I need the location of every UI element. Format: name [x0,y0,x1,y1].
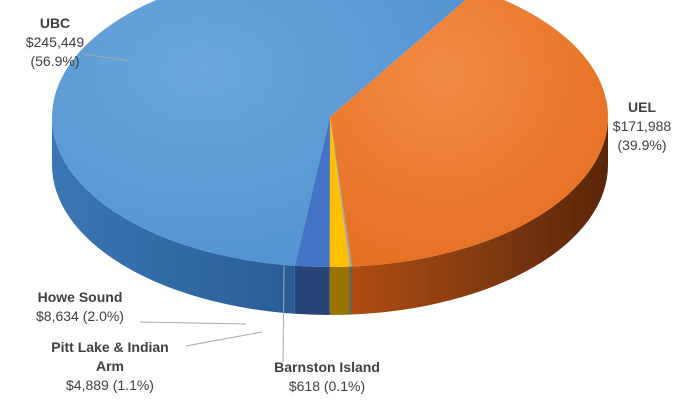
leader-ubc [83,53,131,62]
pie-slice-ubc [52,0,466,266]
pie-slice-uel [330,0,608,267]
pie-side-howe-sound [294,265,330,315]
slice-name-howe-sound: Howe Sound [37,289,123,305]
pie-side-barnston-island [349,266,352,315]
slice-value-ubc: $245,449 [25,34,85,50]
pie-side-uel [351,117,608,315]
leader-barnston [282,265,285,363]
slice-pct-uel: (39.9%) [617,137,667,153]
pie-slice-howe-sound [294,117,330,267]
slice-name-pitt-lake-line2: Arm [95,358,124,374]
slice-pct-ubc: (56.9%) [30,53,80,69]
pie-slice-pitt-lake [329,117,350,267]
slice-name-pitt-lake-line1: Pitt Lake & Indian [51,339,169,355]
slice-name-barnston-island: Barnston Island [274,359,380,375]
pie-side-ubc [52,117,295,314]
leader-pitt-lake [185,331,263,347]
pie-slice-barnston-island [330,117,352,267]
label-uel: UEL $171,988 (39.9%) [604,98,678,155]
slice-name-ubc: UBC [39,15,71,31]
slice-value-uel: $171,988 [612,118,672,134]
pie-side-pitt-lake [329,266,350,315]
slice-name-uel: UEL [628,99,656,115]
slice-value-pitt-lake: $4,889 (1.1%) [66,377,154,393]
leader-howe-sound [139,321,247,325]
slice-value-howe-sound: $8,634 (2.0%) [36,308,124,324]
slice-value-barnston-island: $618 (0.1%) [288,378,366,394]
label-howe-sound: Howe Sound $8,634 (2.0%) [20,288,140,326]
label-pitt-lake: Pitt Lake & Indian Arm $4,889 (1.1%) [30,338,190,395]
label-ubc: UBC $245,449 (56.9%) [12,14,98,71]
label-barnston-island: Barnston Island $618 (0.1%) [262,358,392,396]
